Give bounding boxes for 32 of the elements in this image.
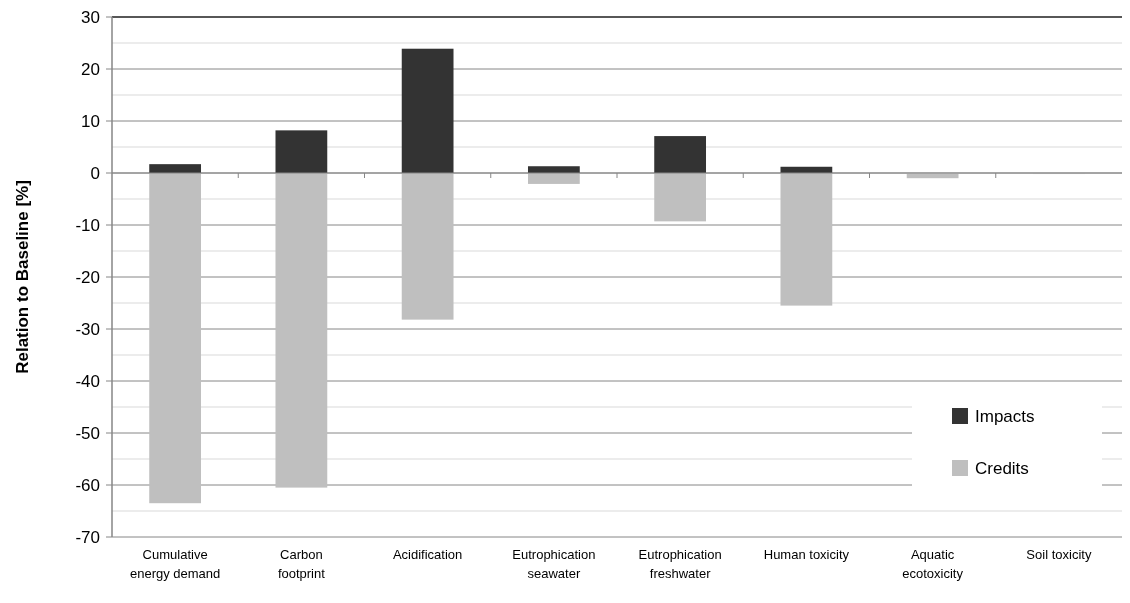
- bar: [654, 173, 707, 222]
- y-tick-label: 10: [81, 111, 100, 131]
- bar: [654, 136, 707, 173]
- bar: [275, 173, 328, 488]
- bar: [401, 48, 454, 173]
- bar: [527, 173, 580, 184]
- y-axis-title: Relation to Baseline [%]: [13, 180, 32, 374]
- bar: [149, 164, 202, 173]
- x-tick-label: Human toxicity: [763, 547, 850, 562]
- y-tick-label: 0: [90, 163, 100, 183]
- y-tick-label: -60: [75, 475, 100, 495]
- bar: [149, 173, 202, 504]
- y-tick-label: -70: [75, 527, 100, 547]
- x-tick-label: Eutrophication freshwater: [638, 547, 722, 581]
- x-tick-label: Soil toxicity: [1026, 547, 1092, 562]
- y-tick-label: 30: [81, 7, 100, 27]
- x-tick-label: Acidification: [392, 547, 463, 562]
- bar: [401, 173, 454, 320]
- y-tick-label: 20: [81, 59, 100, 79]
- y-tick-label: -50: [75, 423, 100, 443]
- y-tick-label: -10: [75, 215, 100, 235]
- x-tick-label: Carbon footprint: [277, 547, 326, 581]
- legend-label: Credits: [975, 458, 1029, 478]
- y-tick-label: -30: [75, 319, 100, 339]
- y-tick-label: -20: [75, 267, 100, 287]
- x-tick-label: Aquatic ecotoxicity: [902, 547, 964, 581]
- bar: [275, 130, 328, 173]
- x-tick-label: Cumulative energy demand: [129, 547, 221, 581]
- legend-label: Impacts: [975, 406, 1035, 426]
- x-tick-label: Eutrophication seawater: [512, 547, 596, 581]
- y-tick-label: -40: [75, 371, 100, 391]
- bar: [780, 173, 833, 306]
